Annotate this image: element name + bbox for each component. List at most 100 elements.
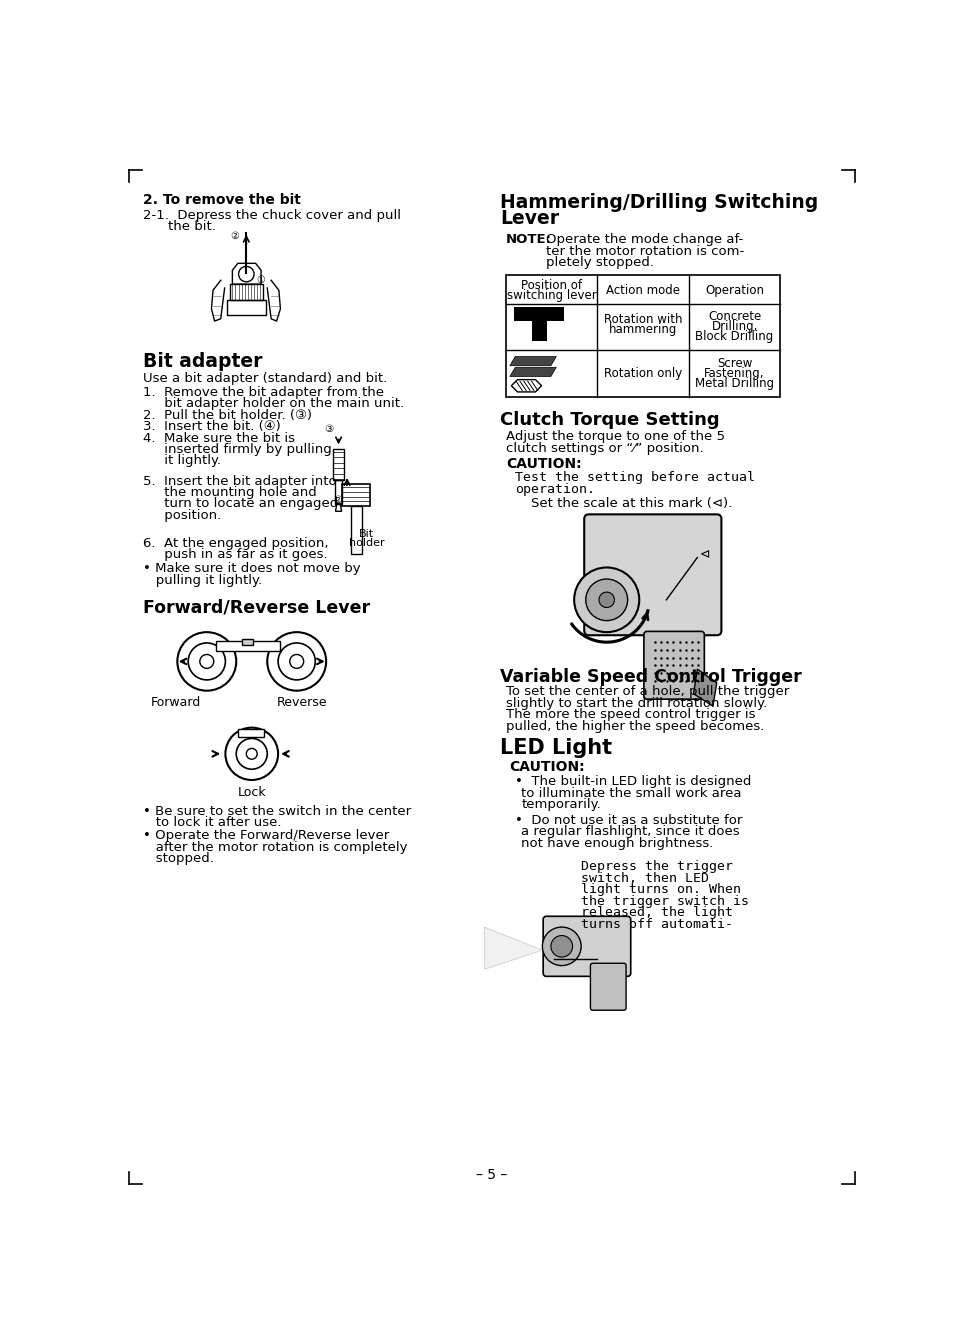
Text: ⊲: ⊲ bbox=[700, 548, 710, 562]
Text: the bit.: the bit. bbox=[168, 220, 216, 233]
Text: CAUTION:: CAUTION: bbox=[509, 760, 585, 774]
Text: Fastening,: Fastening, bbox=[705, 366, 765, 380]
Text: To set the center of a hole, pull the trigger: To set the center of a hole, pull the tr… bbox=[506, 685, 789, 699]
Text: the mounting hole and: the mounting hole and bbox=[143, 485, 317, 499]
Text: slightly to start the drill rotation slowly.: slightly to start the drill rotation slo… bbox=[506, 697, 767, 709]
Text: 1.  Remove the bit adapter from the: 1. Remove the bit adapter from the bbox=[143, 386, 384, 398]
Bar bbox=[230, 284, 263, 299]
Text: Depress the trigger: Depress the trigger bbox=[581, 860, 733, 873]
Text: Lever: Lever bbox=[500, 209, 559, 228]
Text: 2. To remove the bit: 2. To remove the bit bbox=[143, 193, 301, 208]
Text: ②: ② bbox=[333, 495, 342, 504]
Text: turns off automati-: turns off automati- bbox=[581, 917, 733, 931]
Text: Lock: Lock bbox=[237, 786, 266, 799]
Text: • Be sure to set the switch in the center: • Be sure to set the switch in the cente… bbox=[143, 805, 412, 818]
Text: The more the speed control trigger is: The more the speed control trigger is bbox=[506, 708, 756, 721]
Text: NOTE:: NOTE: bbox=[506, 232, 552, 245]
Text: operation.: operation. bbox=[516, 483, 595, 496]
Text: to illuminate the small work area: to illuminate the small work area bbox=[521, 787, 742, 801]
Text: 2-1.  Depress the chuck cover and pull: 2-1. Depress the chuck cover and pull bbox=[143, 209, 401, 221]
Text: Forward: Forward bbox=[151, 696, 201, 709]
Text: Rotation with: Rotation with bbox=[604, 314, 683, 326]
Text: Variable Speed Control Trigger: Variable Speed Control Trigger bbox=[500, 668, 802, 685]
Circle shape bbox=[586, 579, 628, 621]
Text: Clutch Torque Setting: Clutch Torque Setting bbox=[500, 412, 719, 429]
Text: hammering: hammering bbox=[609, 323, 678, 337]
Text: Operate the mode change af-: Operate the mode change af- bbox=[546, 232, 743, 245]
Text: Position of: Position of bbox=[521, 279, 582, 292]
Text: 6.  At the engaged position,: 6. At the engaged position, bbox=[143, 536, 328, 550]
Text: pletely stopped.: pletely stopped. bbox=[546, 256, 655, 270]
Text: Bit adapter: Bit adapter bbox=[143, 351, 263, 371]
Text: Metal Drilling: Metal Drilling bbox=[695, 377, 774, 389]
Text: released, the light: released, the light bbox=[581, 907, 733, 920]
Text: Drilling,: Drilling, bbox=[711, 320, 757, 334]
Text: inserted firmly by pulling: inserted firmly by pulling bbox=[143, 443, 332, 456]
Text: light turns on. When: light turns on. When bbox=[581, 884, 741, 896]
FancyBboxPatch shape bbox=[644, 632, 705, 699]
FancyBboxPatch shape bbox=[585, 515, 721, 636]
Bar bbox=[514, 307, 564, 320]
Text: Bit: Bit bbox=[359, 528, 374, 539]
Text: Operation: Operation bbox=[705, 284, 764, 298]
FancyBboxPatch shape bbox=[590, 963, 626, 1010]
Text: ③: ③ bbox=[324, 424, 334, 434]
Text: 4.  Make sure the bit is: 4. Make sure the bit is bbox=[143, 432, 296, 445]
Text: after the motor rotation is completely: after the motor rotation is completely bbox=[143, 841, 408, 854]
Text: • Make sure it does not move by: • Make sure it does not move by bbox=[143, 562, 361, 575]
Text: pulling it lightly.: pulling it lightly. bbox=[143, 574, 262, 586]
Text: •  Do not use it as a substitute for: • Do not use it as a substitute for bbox=[516, 814, 743, 827]
Circle shape bbox=[599, 593, 614, 607]
Polygon shape bbox=[510, 357, 557, 366]
Text: turn to locate an engaged: turn to locate an engaged bbox=[143, 498, 339, 511]
Text: push in as far as it goes.: push in as far as it goes. bbox=[143, 548, 328, 562]
Text: bit adapter holder on the main unit.: bit adapter holder on the main unit. bbox=[143, 397, 404, 410]
Bar bbox=[243, 640, 253, 645]
Text: holder: holder bbox=[348, 538, 384, 548]
FancyBboxPatch shape bbox=[543, 916, 631, 976]
Text: Reverse: Reverse bbox=[277, 696, 327, 709]
Text: Adjust the torque to one of the 5: Adjust the torque to one of the 5 bbox=[506, 430, 725, 444]
Text: Test the setting before actual: Test the setting before actual bbox=[516, 471, 756, 484]
Circle shape bbox=[542, 927, 581, 966]
Text: ②: ② bbox=[230, 232, 239, 241]
Text: temporarily.: temporarily. bbox=[521, 798, 601, 811]
Text: Block Drilling: Block Drilling bbox=[695, 330, 774, 343]
Text: • Operate the Forward/Reverse lever: • Operate the Forward/Reverse lever bbox=[143, 829, 390, 842]
Text: Screw: Screw bbox=[717, 357, 753, 370]
Circle shape bbox=[551, 936, 572, 957]
Text: switching lever: switching lever bbox=[507, 288, 596, 302]
Text: – 5 –: – 5 – bbox=[476, 1168, 508, 1181]
Text: Action mode: Action mode bbox=[606, 284, 680, 298]
Text: Hammering/Drilling Switching: Hammering/Drilling Switching bbox=[500, 193, 818, 212]
Bar bbox=[216, 641, 279, 652]
Bar bbox=[238, 730, 264, 738]
Text: CAUTION:: CAUTION: bbox=[506, 457, 582, 472]
Text: ter the motor rotation is com-: ter the motor rotation is com- bbox=[546, 245, 745, 257]
Bar bbox=[532, 319, 547, 341]
Text: it lightly.: it lightly. bbox=[143, 455, 222, 467]
Text: LED Light: LED Light bbox=[500, 739, 612, 759]
Polygon shape bbox=[484, 927, 542, 970]
Text: stopped.: stopped. bbox=[143, 853, 214, 865]
Text: Forward/Reverse Lever: Forward/Reverse Lever bbox=[143, 598, 371, 617]
Text: position.: position. bbox=[143, 510, 222, 522]
Text: Use a bit adapter (standard) and bit.: Use a bit adapter (standard) and bit. bbox=[143, 371, 388, 385]
Text: 5.  Insert the bit adapter into: 5. Insert the bit adapter into bbox=[143, 475, 337, 488]
Text: not have enough brightness.: not have enough brightness. bbox=[521, 837, 714, 850]
Text: clutch settings or “⁄” position.: clutch settings or “⁄” position. bbox=[506, 443, 704, 455]
Circle shape bbox=[574, 567, 639, 632]
Text: ①: ① bbox=[256, 275, 265, 286]
Text: a regular flashlight, since it does: a regular flashlight, since it does bbox=[521, 826, 740, 838]
Text: switch, then LED: switch, then LED bbox=[581, 872, 709, 885]
Text: 2.  Pull the bit holder. (③): 2. Pull the bit holder. (③) bbox=[143, 409, 312, 422]
Bar bbox=[506, 275, 780, 397]
Polygon shape bbox=[693, 669, 717, 707]
Text: Rotation only: Rotation only bbox=[604, 367, 683, 381]
Text: the trigger switch is: the trigger switch is bbox=[581, 894, 749, 908]
Text: pulled, the higher the speed becomes.: pulled, the higher the speed becomes. bbox=[506, 720, 764, 734]
Polygon shape bbox=[510, 367, 557, 377]
Text: 3.  Insert the bit. (④): 3. Insert the bit. (④) bbox=[143, 421, 281, 433]
Text: Set the scale at this mark (⊲).: Set the scale at this mark (⊲). bbox=[531, 498, 732, 511]
Text: to lock it after use.: to lock it after use. bbox=[143, 817, 281, 829]
